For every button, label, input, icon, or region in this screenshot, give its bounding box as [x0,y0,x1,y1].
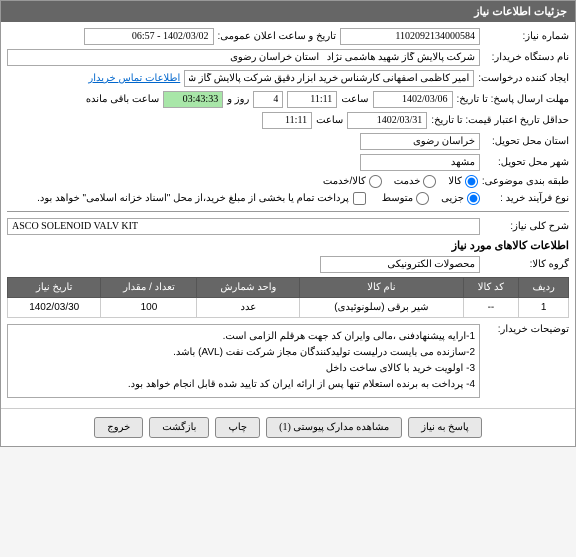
subject-goods-label: کالا [448,176,462,187]
price-validity-time-input[interactable] [262,112,312,129]
buyer-notes-label: توضیحات خریدار: [484,324,569,335]
remaining-time-input[interactable] [163,91,223,108]
table-header: کد کالا [463,278,519,298]
header-title: جزئیات اطلاعات نیاز [474,6,567,18]
payment-checkbox[interactable] [353,192,366,205]
exit-button[interactable]: خروج [94,417,143,438]
subject-goods-radio[interactable] [465,175,478,188]
respond-button[interactable]: پاسخ به نیاز [408,417,482,438]
table-cell: 100 [101,298,197,318]
table-header: تاریخ نیاز [8,278,101,298]
requester-input[interactable] [184,70,474,87]
remaining-label: ساعت باقی مانده [86,94,159,105]
purchase-small-radio[interactable] [467,192,480,205]
need-city-input[interactable] [360,154,480,171]
time-label-2: ساعت [316,115,343,126]
need-number-input[interactable] [340,28,480,45]
need-province-input[interactable] [360,133,480,150]
subject-goods-service-radio[interactable] [369,175,382,188]
need-number-label: شماره نیاز: [484,31,569,42]
table-cell: 1 [519,298,569,318]
buyer-org-input[interactable] [7,49,480,66]
subject-service-radio[interactable] [423,175,436,188]
note-line-2: 2-سازنده می بایست درلیست تولیدکنندگان مج… [12,345,475,361]
days-input[interactable] [253,91,283,108]
days-label: روز و [227,94,249,105]
deadline-date-input[interactable] [373,91,453,108]
table-cell: 1402/03/30 [8,298,101,318]
group-input[interactable] [320,256,480,273]
back-button[interactable]: بازگشت [149,417,209,438]
table-header: نام کالا [300,278,463,298]
group-label: گروه کالا: [484,259,569,270]
purchase-medium-label: متوسط [382,193,413,204]
buyer-org-label: نام دستگاه خریدار: [484,52,569,63]
note-line-1: 1-ارایه پیشنهادفنی ،مالی وایران کد جهت ه… [12,329,475,345]
buyer-notes-box: 1-ارایه پیشنهادفنی ،مالی وایران کد جهت ه… [7,324,480,398]
subject-goods-service-label: کالا/خدمت [323,176,366,187]
need-city-label: شهر محل تحویل: [484,157,569,168]
requester-label: ایجاد کننده درخواست: [478,73,569,84]
table-cell: شیر برقی (سلونوئیدی) [300,298,463,318]
deadline-label: مهلت ارسال پاسخ: تا تاریخ: [457,94,569,105]
table-cell: -- [463,298,519,318]
table-row[interactable]: 1--شیر برقی (سلونوئیدی)عدد1001402/03/30 [8,298,569,318]
items-title: اطلاعات کالاهای مورد نیاز [7,239,569,252]
table-header: تعداد / مقدار [101,278,197,298]
page-header: جزئیات اطلاعات نیاز [1,1,575,22]
announce-datetime-input[interactable] [84,28,214,45]
table-header: واحد شمارش [197,278,300,298]
table-cell: عدد [197,298,300,318]
subject-classify-label: طبقه بندی موضوعی: [482,176,569,187]
contact-link[interactable]: اطلاعات تماس خریدار [88,73,180,84]
need-desc-label: شرح کلی نیاز: [484,221,569,232]
print-button[interactable]: چاپ [215,417,260,438]
attachments-button[interactable]: مشاهده مدارک پیوستی (1) [266,417,402,438]
price-validity-label: حداقل تاریخ اعتبار قیمت: تا تاریخ: [431,115,569,126]
table-header: ردیف [519,278,569,298]
items-table: ردیفکد کالانام کالاواحد شمارشتعداد / مقد… [7,277,569,318]
announce-datetime-label: تاریخ و ساعت اعلان عمومی: [218,31,337,42]
need-province-label: استان محل تحویل: [484,136,569,147]
note-line-4: 4- پرداخت به برنده استعلام تنها پس از ار… [12,377,475,393]
price-validity-date-input[interactable] [347,112,427,129]
time-label-1: ساعت [341,94,368,105]
purchase-small-label: جزیی [441,193,464,204]
purchase-medium-radio[interactable] [416,192,429,205]
payment-note: پرداخت تمام یا بخشی از مبلغ خرید،از محل … [37,193,349,204]
footer-buttons: پاسخ به نیاز مشاهده مدارک پیوستی (1) چاپ… [1,408,575,446]
note-line-3: 3- اولویت خرید با کالای ساخت داخل [12,361,475,377]
deadline-time-input[interactable] [287,91,337,108]
purchase-type-label: نوع فرآیند خرید : [484,193,569,204]
need-desc-input[interactable] [7,218,480,235]
subject-service-label: خدمت [394,176,421,187]
